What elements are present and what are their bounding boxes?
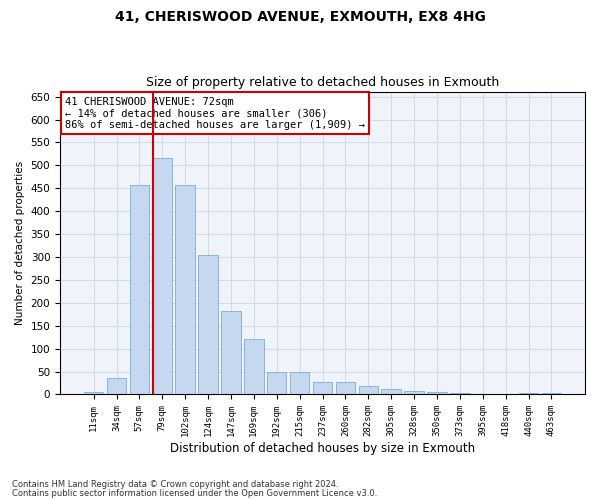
- Text: 41, CHERISWOOD AVENUE, EXMOUTH, EX8 4HG: 41, CHERISWOOD AVENUE, EXMOUTH, EX8 4HG: [115, 10, 485, 24]
- Text: Contains public sector information licensed under the Open Government Licence v3: Contains public sector information licen…: [12, 488, 377, 498]
- Bar: [313, 382, 332, 394]
- Bar: [175, 185, 195, 394]
- Bar: [359, 386, 378, 394]
- Bar: [267, 372, 286, 394]
- Bar: [290, 372, 310, 394]
- Bar: [130, 185, 149, 394]
- Title: Size of property relative to detached houses in Exmouth: Size of property relative to detached ho…: [146, 76, 499, 90]
- X-axis label: Distribution of detached houses by size in Exmouth: Distribution of detached houses by size …: [170, 442, 475, 455]
- Bar: [199, 254, 218, 394]
- Bar: [107, 378, 126, 394]
- Bar: [335, 382, 355, 394]
- Bar: [382, 389, 401, 394]
- Bar: [450, 393, 470, 394]
- Y-axis label: Number of detached properties: Number of detached properties: [15, 161, 25, 326]
- Bar: [244, 340, 263, 394]
- Text: Contains HM Land Registry data © Crown copyright and database right 2024.: Contains HM Land Registry data © Crown c…: [12, 480, 338, 489]
- Bar: [404, 391, 424, 394]
- Bar: [519, 392, 538, 394]
- Bar: [542, 393, 561, 394]
- Bar: [427, 392, 446, 394]
- Text: 41 CHERISWOOD AVENUE: 72sqm
← 14% of detached houses are smaller (306)
86% of se: 41 CHERISWOOD AVENUE: 72sqm ← 14% of det…: [65, 96, 365, 130]
- Bar: [152, 158, 172, 394]
- Bar: [84, 392, 103, 394]
- Bar: [221, 311, 241, 394]
